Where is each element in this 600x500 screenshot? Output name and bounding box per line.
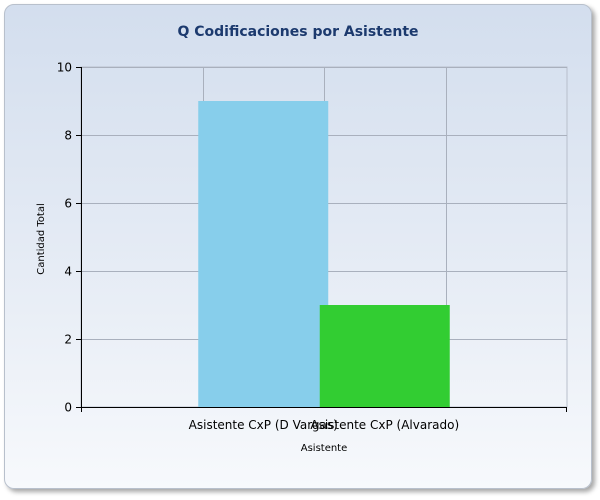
y-tick-label: 0	[64, 401, 72, 415]
tick-labels: 0 2 4 6 8 10 Asistente CxP (D Vargas)Asistente…	[57, 61, 459, 433]
x-tick-label: Asistente CxP (D Vargas)	[189, 418, 338, 432]
bar	[319, 305, 450, 407]
bar	[198, 101, 329, 407]
x-axis-title: Asistente	[301, 443, 348, 454]
y-tick-label: 6	[64, 197, 72, 211]
x-tick-label: Asistente CxP (Alvarado)	[310, 418, 459, 432]
y-axis-title: Cantidad Total	[36, 203, 47, 275]
bars	[198, 101, 450, 407]
y-tick-label: 4	[64, 265, 72, 279]
chart-title: Q Codificaciones por Asistente	[177, 24, 419, 40]
y-tick-label: 10	[57, 61, 72, 75]
axes	[76, 67, 567, 412]
y-tick-label: 2	[64, 333, 72, 347]
y-tick-label: 8	[64, 129, 72, 143]
